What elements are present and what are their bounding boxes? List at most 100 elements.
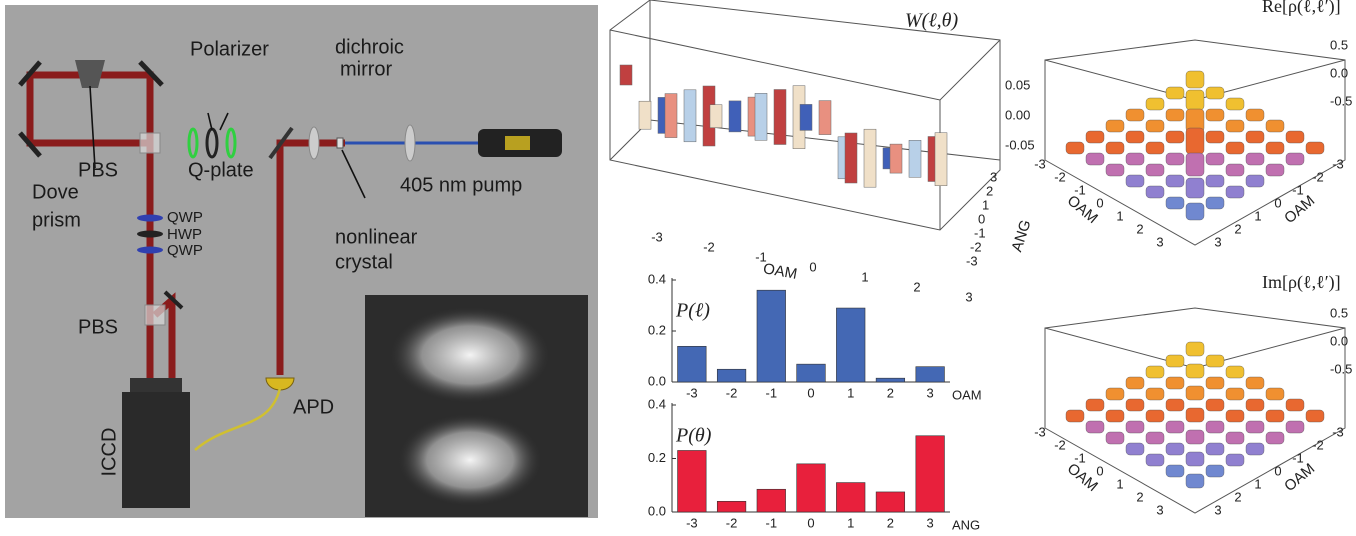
decor-block [1205, 464, 1225, 478]
decor-block [1225, 185, 1245, 199]
x-tick-label: -3 [651, 229, 663, 244]
y-tick-label: 3 [990, 169, 997, 184]
x-tick-label: -2 [726, 515, 738, 530]
bar [677, 345, 707, 383]
decor-block [1185, 127, 1205, 155]
x-tick-label: -2 [703, 239, 715, 254]
decor-block [1265, 163, 1285, 177]
z-tick-label: -0.05 [1005, 137, 1035, 152]
label: Q-plate [188, 159, 254, 181]
bar [875, 377, 906, 383]
decor-block [1185, 341, 1205, 357]
x-tick-label: 3 [927, 515, 934, 530]
decor-bar [709, 104, 723, 128]
decor-block [1305, 141, 1325, 155]
decor-block [1225, 387, 1245, 401]
label: mirror [340, 58, 393, 80]
z-tick-label: 0.0 [1330, 65, 1348, 80]
decor-block [1165, 86, 1185, 100]
tick-label: 2 [1234, 489, 1241, 504]
decor-block [1245, 420, 1265, 434]
arrow [89, 85, 366, 199]
y-tick-label: 0.4 [648, 271, 666, 286]
decor-block [1285, 398, 1305, 412]
decor-block [1125, 130, 1145, 144]
decor-block [1165, 354, 1185, 368]
decor-block [1185, 451, 1205, 467]
decor-block [1265, 431, 1285, 445]
decor-block [1245, 108, 1265, 122]
x-tick-label: 0 [807, 385, 814, 400]
bar [796, 363, 826, 383]
decor-block [1185, 363, 1205, 379]
decor-block [1165, 108, 1185, 122]
tick-label: -3 [1332, 156, 1344, 171]
decor-block [1285, 152, 1305, 166]
y-tick-label: 1 [982, 197, 989, 212]
tick-label: 3 [1156, 502, 1163, 517]
decor-block [1225, 141, 1245, 155]
decor-bar [844, 132, 858, 184]
pbs [139, 132, 161, 154]
label: 405 nm pump [400, 174, 522, 196]
label: nonlinear [335, 226, 418, 248]
x-tick-label: -3 [686, 515, 698, 530]
decor-block [1245, 398, 1265, 412]
decor-bar [889, 143, 903, 174]
y-tick-label: 0.0 [648, 503, 666, 518]
decor-block [1165, 376, 1185, 390]
decor-block [1225, 119, 1245, 133]
label: QWP [167, 242, 203, 259]
tick-label: 3 [1214, 502, 1221, 517]
tick-label: 0 [1096, 463, 1103, 478]
crystal [336, 137, 344, 149]
decor-block [1265, 119, 1285, 133]
decor-bar [619, 64, 633, 86]
x-tick-label: 1 [847, 385, 854, 400]
decor-block [1225, 409, 1245, 423]
wire [194, 387, 282, 451]
decor-block [1105, 409, 1125, 423]
x-axis-label: ANG [952, 517, 980, 532]
decor-bar [683, 89, 697, 143]
tick-label: 0 [1096, 195, 1103, 210]
decor-block [1105, 163, 1125, 177]
decor-block [1305, 409, 1325, 423]
decor-block [1165, 464, 1185, 478]
decor-block [1225, 97, 1245, 111]
dichroic-mirror [268, 126, 294, 160]
x-tick-label: 0 [809, 259, 816, 274]
decor-block [1185, 385, 1205, 401]
plot-title: Im[ρ(ℓ,ℓ′)] [1262, 272, 1341, 293]
decor-block [1105, 387, 1125, 401]
tick-label: -2 [1312, 437, 1324, 452]
lens [404, 124, 416, 162]
decor-block [1125, 174, 1145, 188]
tick-label: 2 [1234, 221, 1241, 236]
x-tick-label: -1 [755, 249, 767, 264]
tick-label: 2 [1136, 489, 1143, 504]
decor-bars [619, 64, 948, 188]
decor-block [1225, 163, 1245, 177]
bar [915, 366, 945, 383]
lens [308, 126, 320, 160]
tick-label: 3 [1156, 234, 1163, 249]
decor-block [1105, 431, 1125, 445]
x-tick-label: 2 [887, 515, 894, 530]
decor-block [1145, 365, 1165, 379]
label: dichroic [335, 36, 404, 58]
decor-block [1085, 398, 1105, 412]
decor-block [1205, 354, 1225, 368]
decor-block [1165, 420, 1185, 434]
iccd-lens [130, 378, 182, 392]
decor-block [1125, 442, 1145, 456]
z-tick-label: -0.5 [1330, 93, 1352, 108]
y-tick-label: 0.0 [648, 373, 666, 388]
bar [716, 368, 747, 383]
decor-block [1065, 409, 1085, 423]
decor-block [1205, 174, 1225, 188]
decor-block [1205, 152, 1225, 166]
decor-block [1205, 108, 1225, 122]
decor-block [1185, 202, 1205, 221]
pump-window [505, 136, 530, 150]
